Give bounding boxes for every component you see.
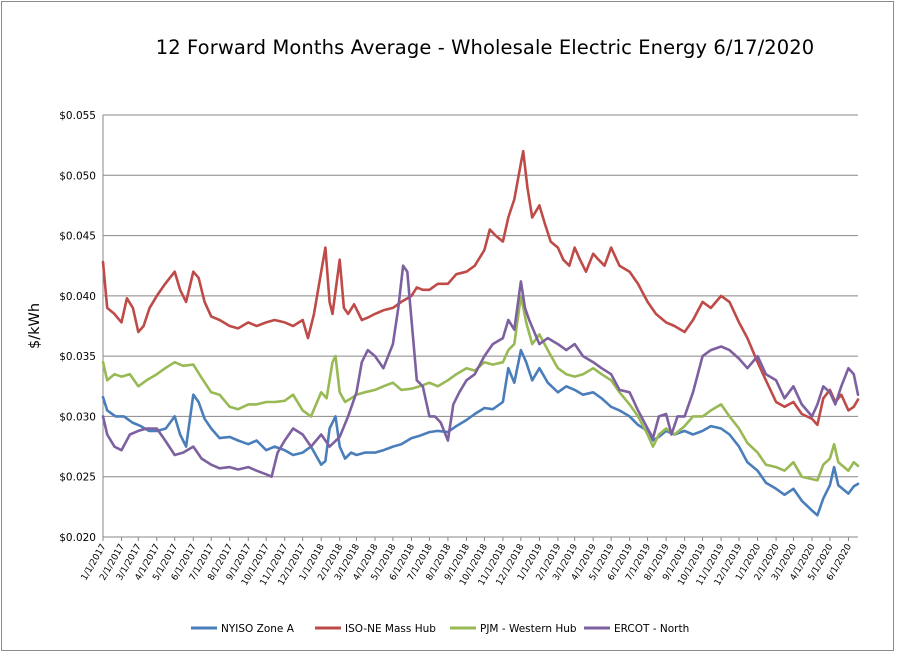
y-tick-label: $0.025	[59, 472, 96, 484]
y-tick-label: $0.030	[59, 411, 96, 423]
legend-label: ERCOT - North	[614, 623, 689, 635]
series-line-3	[101, 264, 860, 478]
y-tick-label: $0.040	[59, 291, 96, 303]
y-tick-label: $0.020	[59, 532, 96, 544]
y-tick-label: $0.035	[59, 351, 96, 363]
y-axis-ticks: $0.020 $0.025 $0.030 $0.035 $0.040 $0.045 $0.0…	[59, 110, 96, 544]
legend-label: NYISO Zone A	[221, 623, 295, 635]
legend: NYISO Zone A ISO-NE Mass Hub PJM - Western…	[191, 623, 689, 635]
axes	[102, 115, 858, 538]
chart-title: 12 Forward Months Average - Wholesale El…	[155, 36, 815, 59]
legend-label: ISO-NE Mass Hub	[345, 623, 436, 635]
series-line-0	[101, 348, 860, 517]
series-line-2	[101, 294, 860, 482]
gridlines	[103, 114, 858, 478]
y-tick-label: $0.050	[59, 170, 96, 182]
x-axis-ticks: 1/1/20172/1/20173/1/20174/1/20175/1/2017…	[80, 537, 854, 587]
y-tick-label: $0.045	[59, 231, 96, 243]
series-lines	[101, 149, 860, 517]
series-line-1	[101, 149, 860, 427]
y-tick-label: $0.055	[59, 110, 96, 122]
y-axis-label: $/kWh	[27, 303, 43, 349]
legend-label: PJM - Western Hub	[480, 623, 577, 635]
